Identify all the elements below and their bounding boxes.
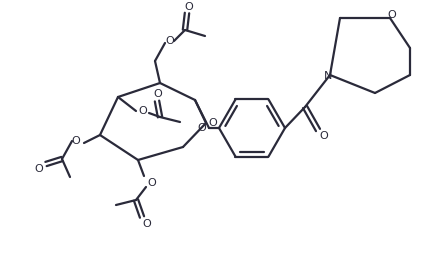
Text: O: O: [153, 89, 162, 99]
Text: O: O: [147, 178, 156, 188]
Text: O: O: [209, 118, 217, 128]
Text: O: O: [388, 10, 397, 20]
Text: O: O: [184, 2, 193, 12]
Text: O: O: [34, 164, 43, 174]
Text: O: O: [139, 106, 147, 116]
Text: O: O: [198, 123, 207, 133]
Text: N: N: [324, 71, 332, 81]
Text: O: O: [72, 136, 80, 146]
Text: O: O: [166, 36, 174, 46]
Text: O: O: [143, 219, 151, 229]
Text: O: O: [320, 131, 329, 141]
